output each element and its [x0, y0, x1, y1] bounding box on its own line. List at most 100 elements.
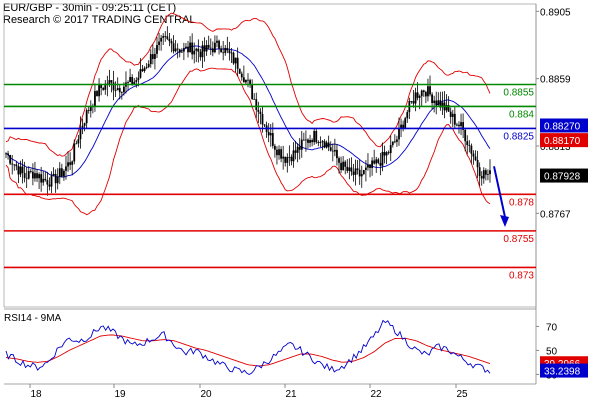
- level-label-support: 0.8755: [503, 234, 534, 245]
- candle-body: [456, 124, 458, 126]
- candle-body: [447, 104, 450, 112]
- candle-body: [381, 151, 384, 166]
- candle-body: [137, 77, 140, 81]
- candle-body: [375, 159, 378, 164]
- candle-body: [201, 45, 204, 58]
- level-label-support: 0.878: [509, 197, 534, 208]
- candle-body: [466, 141, 469, 146]
- price-axis-tick-label: 0.8813: [540, 142, 571, 153]
- candle-body: [63, 170, 65, 177]
- candle-body: [352, 171, 355, 175]
- candle-body: [15, 164, 18, 167]
- candle-body: [104, 83, 107, 90]
- candle-body: [453, 113, 456, 125]
- candle-body: [172, 43, 175, 52]
- candle-body: [484, 170, 487, 175]
- candle-body: [288, 156, 291, 158]
- candle-body: [158, 41, 160, 46]
- candle-body: [474, 156, 477, 161]
- candle-body: [482, 170, 485, 179]
- candle-body: [180, 51, 183, 53]
- candle-body: [94, 91, 96, 107]
- candle-body: [344, 161, 347, 167]
- candle-body: [271, 133, 274, 146]
- candle-body: [220, 48, 223, 53]
- candle-body: [193, 50, 196, 55]
- price-axis-tick-label: 0.8905: [540, 7, 571, 18]
- candle-body: [360, 173, 363, 177]
- price-badge: [540, 133, 588, 148]
- chart-title: EUR/GBP - 30min - 09:25:11 (CET): [3, 2, 177, 14]
- price-badge: [540, 168, 588, 183]
- candle-body: [96, 91, 98, 97]
- candle-body: [174, 48, 177, 52]
- candle-body: [238, 68, 241, 74]
- candle-body: [5, 153, 7, 155]
- time-axis-tick-label: 21: [285, 389, 297, 400]
- level-label-support: 0.873: [509, 270, 534, 281]
- candle-body: [418, 96, 421, 98]
- candle-body: [439, 100, 442, 108]
- candle-body: [398, 128, 400, 140]
- candle-body: [226, 47, 229, 51]
- candle-body: [276, 149, 278, 156]
- candle-body: [317, 142, 320, 144]
- candle-body: [139, 69, 142, 78]
- candle-body: [315, 131, 318, 143]
- candle-body: [42, 178, 45, 183]
- candle-body: [185, 46, 187, 49]
- time-axis-tick-label: 20: [200, 389, 212, 400]
- time-axis-tick-label: 22: [370, 389, 382, 400]
- candle-body: [151, 54, 154, 59]
- price-badge-label: 0.88170: [544, 136, 581, 147]
- candle-body: [108, 80, 111, 85]
- moving-average-line: [5, 45, 491, 178]
- candle-body: [48, 184, 51, 187]
- candle-body: [333, 149, 336, 152]
- candle-body: [336, 149, 338, 159]
- candle-body: [367, 164, 369, 168]
- candle-body: [309, 140, 311, 143]
- candle-body: [40, 174, 43, 183]
- candle-body: [67, 162, 69, 167]
- candle-body: [251, 84, 254, 99]
- candle-body: [141, 69, 144, 72]
- candle-body: [404, 118, 407, 128]
- candle-body: [98, 83, 100, 97]
- candle-body: [203, 45, 206, 52]
- candle-body: [480, 176, 483, 179]
- candle-body: [302, 139, 305, 141]
- candle-body: [348, 167, 351, 171]
- candle-body: [79, 127, 82, 140]
- candle-body: [257, 109, 260, 112]
- candle-body: [431, 94, 433, 103]
- candle-body: [462, 122, 465, 130]
- candle-body: [187, 46, 189, 53]
- candle-body: [356, 168, 359, 170]
- candle-body: [313, 131, 316, 143]
- candle-body: [224, 47, 227, 53]
- candle-body: [385, 152, 388, 156]
- candle-body: [402, 124, 405, 128]
- candle-body: [364, 167, 367, 170]
- candle-body: [298, 146, 301, 150]
- candle-body: [131, 77, 134, 85]
- candle-body: [427, 86, 429, 97]
- candle-body: [487, 174, 489, 175]
- candle-body: [83, 123, 86, 126]
- candle-body: [114, 90, 117, 91]
- candle-body: [211, 48, 214, 53]
- candle-body: [9, 155, 12, 164]
- main-plot-frame: [3, 3, 537, 308]
- candle-body: [346, 166, 349, 171]
- candle-body: [296, 146, 299, 153]
- price-badge: [540, 118, 588, 133]
- candle-body: [44, 178, 47, 181]
- candle-body: [383, 151, 386, 156]
- candle-body: [162, 36, 165, 38]
- candle-body: [433, 100, 436, 103]
- candle-body: [468, 145, 471, 146]
- candle-body: [156, 45, 158, 54]
- candle-body: [87, 110, 90, 111]
